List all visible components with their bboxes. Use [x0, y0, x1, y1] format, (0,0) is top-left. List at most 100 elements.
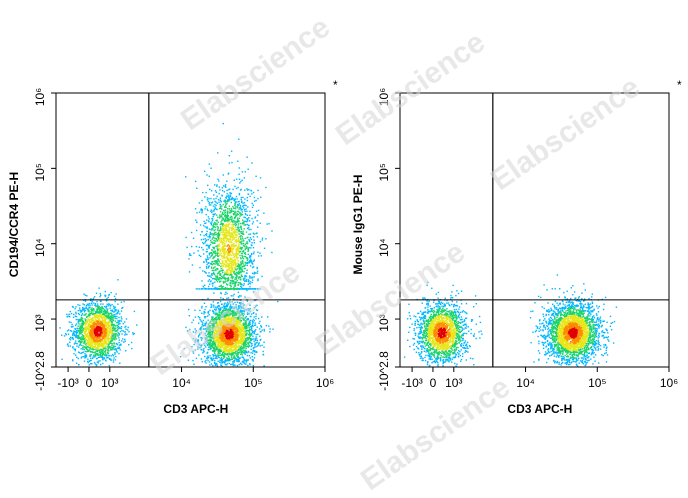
event-dot: [92, 297, 95, 299]
event-dot: [254, 344, 256, 346]
event-dot: [221, 332, 223, 334]
event-dot: [114, 345, 117, 348]
event-dot: [226, 347, 228, 349]
event-dot: [240, 228, 243, 231]
event-dot: [212, 344, 214, 347]
event-dot: [104, 337, 106, 339]
event-dot: [109, 318, 111, 320]
event-dot: [118, 339, 120, 341]
event-dot: [100, 327, 102, 329]
event-dot: [231, 161, 233, 164]
event-dot: [272, 328, 274, 330]
event-dot: [256, 309, 259, 312]
event-dot: [101, 310, 103, 312]
event-dot: [207, 200, 209, 203]
event-dot: [103, 333, 106, 335]
event-dot: [245, 340, 247, 342]
event-dot: [93, 317, 96, 319]
event-dot: [82, 323, 84, 326]
event-dot: [237, 358, 240, 361]
event-dot: [248, 336, 251, 338]
event-dot: [239, 282, 241, 284]
event-dot: [226, 342, 228, 344]
event-dot: [239, 362, 242, 364]
event-dot: [222, 310, 224, 312]
event-dot: [255, 232, 257, 235]
event-dot: [205, 322, 207, 325]
event-dot: [240, 285, 242, 288]
event-dot: [246, 156, 248, 158]
event-dot: [121, 318, 123, 320]
event-dot: [97, 349, 99, 352]
event-dot: [83, 335, 85, 337]
event-dot: [242, 310, 244, 312]
event-dot: [224, 328, 227, 330]
event-dot: [200, 329, 202, 331]
event-dot: [94, 319, 97, 321]
event-dot: [110, 291, 112, 294]
event-dot: [217, 315, 219, 318]
event-dot: [91, 339, 93, 342]
event-dot: [97, 323, 99, 325]
event-dot: [119, 330, 122, 333]
event-dot: [224, 359, 226, 362]
event-dot: [91, 363, 93, 365]
event-dot: [242, 232, 244, 234]
event-dot: [202, 224, 205, 227]
event-dot: [205, 234, 208, 237]
event-dot: [111, 327, 114, 329]
event-dot: [236, 331, 238, 334]
event-dot: [217, 199, 220, 201]
event-dot: [101, 316, 104, 318]
event-dot: [233, 289, 235, 291]
event-dot: [221, 321, 223, 323]
event-dot: [229, 350, 231, 352]
event-dot: [84, 343, 87, 345]
event-dot: [205, 266, 208, 268]
event-dot: [91, 317, 93, 319]
event-dot: [97, 362, 100, 364]
event-dot: [204, 242, 206, 244]
event-dot: [241, 337, 244, 339]
event-dot: [236, 327, 239, 329]
event-dot: [96, 364, 98, 366]
event-dot: [251, 162, 253, 164]
event-dot: [220, 347, 222, 349]
event-dot: [255, 350, 258, 353]
event-dot: [235, 337, 238, 339]
event-dot: [213, 348, 216, 351]
event-dot: [209, 326, 211, 328]
event-dot: [241, 333, 243, 335]
event-dot: [225, 327, 228, 330]
event-dot: [256, 304, 258, 307]
event-dot: [108, 334, 110, 336]
event-dot: [90, 318, 93, 320]
event-dot: [118, 322, 120, 324]
event-dot: [250, 238, 253, 241]
event-dot: [227, 304, 229, 306]
event-dot: [93, 355, 95, 358]
event-dot: [79, 310, 81, 312]
event-dot: [251, 329, 253, 332]
event-dot: [239, 204, 242, 207]
event-dot: [222, 285, 225, 288]
event-dot: [225, 359, 227, 361]
event-dot: [223, 305, 225, 307]
event-dot: [95, 292, 98, 294]
event-dot: [231, 336, 234, 339]
event-dot: [232, 349, 235, 351]
event-dot: [210, 336, 212, 338]
event-dot: [246, 330, 248, 332]
event-dot: [230, 327, 232, 329]
event-dot: [230, 330, 232, 333]
event-dot: [227, 219, 229, 221]
event-dot: [225, 317, 228, 320]
event-dot: [230, 329, 233, 331]
event-dot: [116, 342, 118, 345]
event-dot: [206, 358, 209, 360]
event-dot: [231, 274, 233, 277]
event-dot: [107, 312, 109, 314]
event-dot: [243, 313, 245, 315]
event-dot: [78, 327, 80, 330]
event-dot: [90, 354, 92, 356]
